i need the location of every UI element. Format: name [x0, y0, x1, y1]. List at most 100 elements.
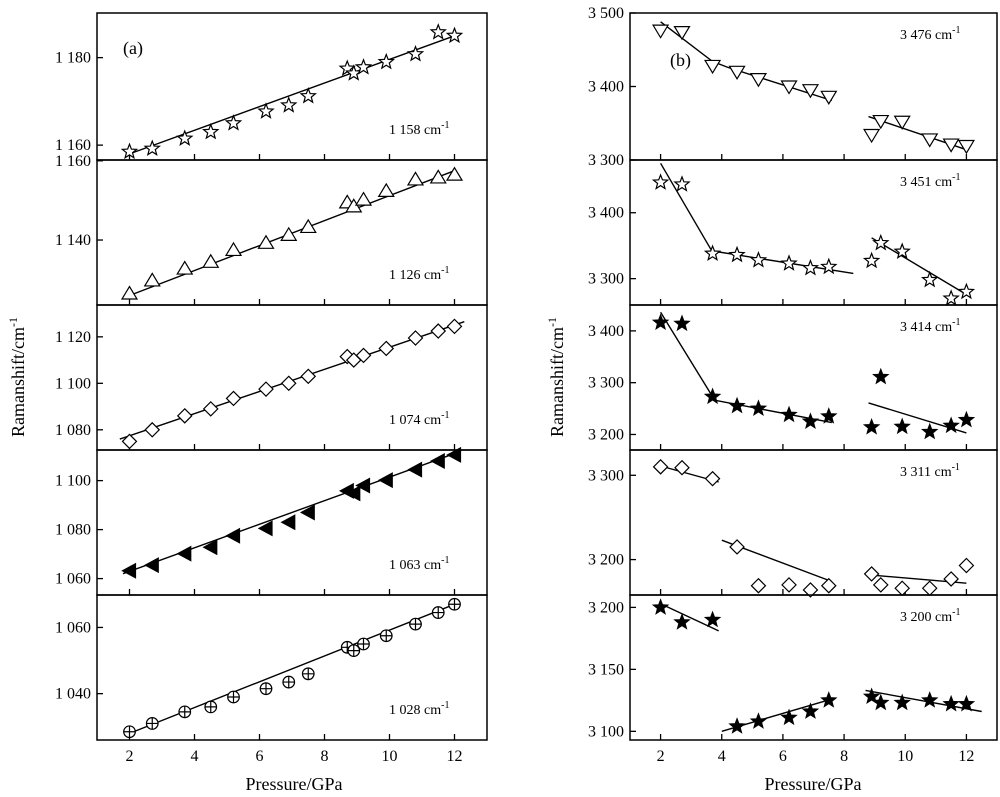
- panel-b-sub1-point: [673, 26, 691, 41]
- panel-b-xtick-label: 10: [897, 748, 913, 765]
- panel-b-sub2-point: [942, 289, 960, 306]
- panel-a-sub5-point-cross: [380, 629, 393, 642]
- panel-b-sub2-fit-line: [871, 237, 967, 296]
- panel-a-sub5-point-cross: [448, 598, 461, 611]
- panel-b-sub4-mode-label-main: 3 311 cm: [900, 465, 952, 480]
- panel-a-sub1-point: [224, 114, 243, 131]
- panel-a-sub5-point-cross: [123, 725, 136, 738]
- panel-a-sub1-point: [354, 58, 373, 75]
- panel-a-xtick-label: 12: [447, 748, 463, 765]
- panel-b-sub5-ytick-label: 3 200: [588, 599, 624, 616]
- panel-b-sub2-point: [862, 251, 881, 269]
- panel-b-sub5-point: [801, 702, 820, 719]
- panel-a-sub5-point-cross: [432, 606, 445, 619]
- panel-a-sub5-point-cross: [260, 682, 272, 695]
- panel-a-sub4-point: [143, 557, 159, 574]
- panel-a-sub3-point: [176, 407, 193, 424]
- panel-b-sub4-point: [781, 577, 797, 593]
- panel-a-sub5-point: [178, 705, 192, 719]
- panel-b-sub5-point: [820, 691, 838, 708]
- panel-b-sub5-mode-label-sup: -1: [952, 607, 960, 618]
- panel-a: 1 160 1 180 1 158 cm-1 1 140 1 160 1 126 cm-1…: [6, 12, 488, 794]
- panel-a-sub3-mode-label: 1 074 cm-1: [389, 410, 449, 428]
- panel-a-sub5: 1 040 1 060 1 028 cm-1 2 4 6 8 10 12: [55, 594, 488, 765]
- panel-b-sub2-point: [651, 173, 670, 190]
- panel-b-sub4-point: [958, 557, 975, 574]
- panel-b-sub5-point: [749, 712, 768, 729]
- panel-b-sub1-mode-label: 3 476 cm-1: [900, 25, 960, 43]
- panel-a-sub3-point: [225, 390, 242, 407]
- panel-a-sub2-ytick-label: 1 140: [55, 232, 91, 249]
- panel-b-sub4-ytick-label: 3 200: [588, 552, 624, 569]
- panel-b-sub5-mode-label-main: 3 200 cm: [900, 610, 952, 625]
- panel-b-sub3-mode-label: 3 414 cm-1: [900, 317, 960, 335]
- panel-b-sub2-point: [893, 242, 911, 260]
- panel-b-sub2-point: [703, 244, 722, 262]
- panel-a-label: (a): [123, 38, 143, 59]
- panel-a-y-axis-label-sup: -1: [6, 317, 20, 327]
- panel-a-sub1-point: [202, 122, 220, 140]
- panel-b-sub3-point: [942, 416, 960, 434]
- panel-b-sub5-point: [942, 694, 960, 712]
- panel-a-sub1-point: [176, 129, 194, 146]
- panel-b-sub1-mode-label-sup: -1: [952, 25, 960, 36]
- panel-a-sub1-point: [257, 102, 275, 119]
- panel-a-sub4-point: [407, 461, 423, 478]
- panel-a-sub2-mode-label: 1 126 cm-1: [389, 265, 449, 283]
- panel-b-sub1: 3 300 3 400 3 500 3 476 cm-1: [588, 5, 998, 169]
- panel-a-sub3-point: [355, 347, 372, 364]
- panel-b-sub3-ytick-label: 3 400: [588, 323, 624, 340]
- panel-b-sub3-mode-label-sup: -1: [952, 317, 960, 328]
- panel-a-y-axis-label: Ramanshift/cm-1: [6, 317, 28, 437]
- panel-a-sub1-ytick-label: 1 160: [55, 137, 91, 154]
- panel-b-sub2-point: [820, 257, 838, 275]
- panel-b-sub3-point: [801, 412, 820, 429]
- panel-a-sub2-point: [406, 171, 425, 186]
- panel-b-sub4-point: [921, 580, 938, 597]
- panel-b-sub2-point: [728, 245, 746, 263]
- panel-a-sub2-point: [280, 226, 298, 241]
- panel-b-sub4-mode-label-sup: -1: [952, 462, 960, 473]
- panel-a-sub5-point: [379, 629, 393, 643]
- panel-a-sub5-point: [282, 675, 296, 689]
- panel-b-sub5-ytick-label: 3 100: [588, 723, 624, 740]
- panel-a-sub3-ytick-label: 1 120: [55, 329, 91, 346]
- panel-a-sub1-mode-label-sup: -1: [441, 120, 449, 131]
- panel-b-sub1-ytick-label: 3 300: [588, 152, 624, 169]
- panel-a-sub5-point-cross: [178, 706, 191, 718]
- panel-b-sub4-point: [652, 459, 669, 475]
- panel-b-sub4-ytick-label: 3 300: [588, 467, 624, 484]
- panel-a-sub5-point-cross: [302, 667, 315, 680]
- panel-a-xtick-label: 10: [382, 748, 398, 765]
- panel-a-sub5-point-cross: [357, 638, 370, 650]
- panel-a-sub1-mode-label-main: 1 158 cm: [389, 123, 441, 138]
- panel-a-xtick-label: 4: [191, 748, 199, 765]
- panel-b-sub3-point: [703, 387, 722, 405]
- panel-a-sub5-point: [347, 644, 361, 658]
- panel-a-sub5-point: [145, 717, 159, 730]
- panel-a-sub2-point: [257, 234, 275, 249]
- panel-a-sub5-mode-label-sup: -1: [441, 700, 449, 711]
- panel-b-sub5-fit-line: [660, 603, 719, 632]
- panel-b-sub1-ytick-label: 3 400: [588, 79, 624, 96]
- panel-a-sub1: 1 160 1 180 1 158 cm-1: [55, 12, 488, 161]
- panel-b-sub1-point: [872, 114, 890, 130]
- panel-b-y-axis-label-sup: -1: [545, 317, 559, 327]
- panel-a-sub1-point: [280, 96, 298, 113]
- panel-b-xtick-label: 12: [958, 748, 974, 765]
- panel-a-sub2-point: [445, 166, 464, 181]
- panel-a-sub5-point-cross: [204, 701, 217, 713]
- panel-a-xtick-label: 2: [126, 748, 134, 765]
- panel-a-sub3-point: [144, 421, 161, 438]
- panel-a-sub5-point: [357, 637, 370, 651]
- panel-a-sub1-ytick-label: 1 180: [55, 50, 91, 67]
- panel-a-sub4-point: [225, 527, 241, 544]
- panel-b-sub3-point: [651, 313, 670, 331]
- panel-b-sub4-point: [729, 539, 745, 555]
- panel-a-sub1-point: [299, 86, 317, 104]
- panel-a-sub5-point-cross: [347, 644, 360, 657]
- panel-a-subplots: 1 160 1 180 1 158 cm-1 1 140 1 160 1 126 cm-1…: [55, 12, 488, 765]
- panel-a-sub3-point: [378, 340, 395, 357]
